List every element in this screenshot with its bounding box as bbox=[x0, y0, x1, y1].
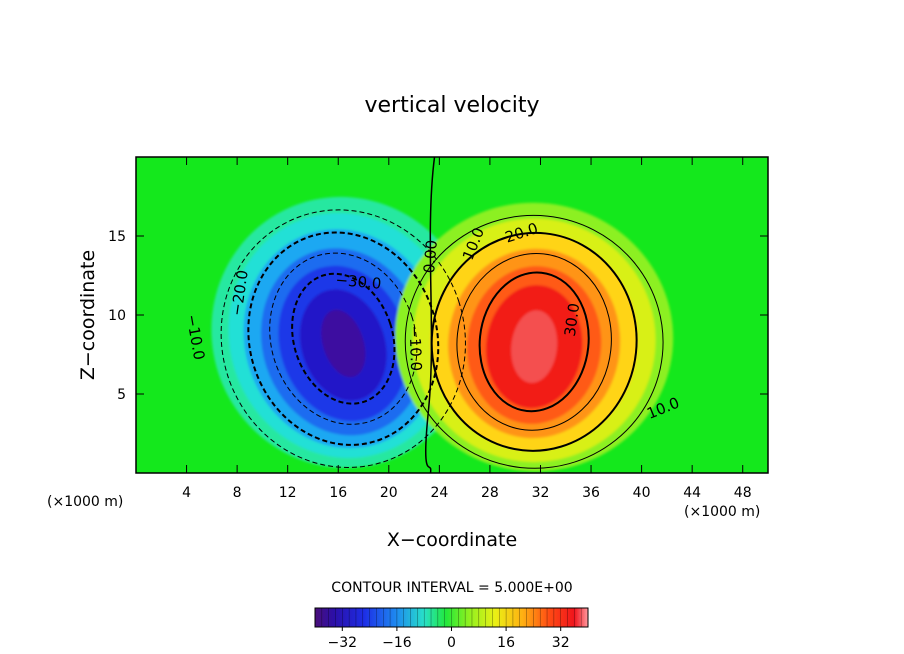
y-tick-label-15: 15 bbox=[108, 229, 126, 245]
x-tick-label-16: 16 bbox=[329, 485, 347, 501]
pos-band-7 bbox=[511, 310, 558, 383]
pos-contour-3 bbox=[456, 252, 612, 431]
contour-interval-text: CONTOUR INTERVAL = 5.000E+00 bbox=[331, 580, 572, 596]
neg-contour-3 bbox=[269, 252, 418, 425]
contour-label-8: 30.0 bbox=[561, 302, 583, 338]
x-axis-ticks: 4 8 12 16 20 24 28 32 36 40 44 48 bbox=[182, 157, 752, 501]
velocity-fill bbox=[211, 196, 674, 472]
pos-contour-1 bbox=[404, 214, 664, 469]
contour-label-4: −10.0 bbox=[406, 325, 426, 372]
colorbar-tick-label-1: −32 bbox=[328, 635, 358, 651]
colorbar-tick-label-2: −16 bbox=[382, 635, 412, 651]
plot-area: −30.0−20.0−10.0 −10.00.00 10.0 20.030.010.0… bbox=[108, 156, 769, 501]
zero-contour bbox=[424, 157, 436, 473]
contour-label-1: −30.0 bbox=[335, 271, 382, 293]
pos-contour-4 bbox=[478, 271, 590, 413]
x-axis-label: X−coordinate bbox=[387, 529, 517, 551]
x-tick-label-40: 40 bbox=[633, 485, 651, 501]
x-tick-label-4: 4 bbox=[182, 485, 191, 501]
x-tick-label-12: 12 bbox=[279, 485, 297, 501]
y-tick-label-5: 5 bbox=[117, 387, 126, 403]
contour-label-5: 0.00 bbox=[420, 239, 441, 274]
y-tick-label-10: 10 bbox=[108, 308, 126, 324]
chart-title: vertical velocity bbox=[364, 93, 539, 118]
x-tick-label-44: 44 bbox=[683, 485, 701, 501]
x-tick-label-36: 36 bbox=[582, 485, 600, 501]
neg-band-7 bbox=[321, 309, 366, 378]
colorbar: −32 −16 0 16 32 bbox=[314, 607, 589, 651]
colorbar-segments bbox=[321, 608, 582, 627]
y-axis-label: Z−coordinate bbox=[77, 250, 99, 380]
x-unit-right: (×1000 m) bbox=[684, 504, 760, 520]
colorbar-tick-label-4: 16 bbox=[497, 635, 515, 651]
y-axis-ticks: 5 10 15 bbox=[108, 229, 768, 403]
colorbar-tick-label-5: 32 bbox=[552, 635, 570, 651]
x-tick-label-48: 48 bbox=[734, 485, 752, 501]
pos-contour-2 bbox=[430, 231, 638, 452]
colorbar-tick-label-3: 0 bbox=[447, 635, 456, 651]
neg-contour-1 bbox=[220, 209, 466, 468]
x-tick-label-8: 8 bbox=[233, 485, 242, 501]
contour-lines bbox=[220, 157, 664, 473]
x-tick-label-32: 32 bbox=[532, 485, 550, 501]
x-tick-label-24: 24 bbox=[430, 485, 448, 501]
x-unit-left: (×1000 m) bbox=[47, 494, 123, 510]
colorbar-ticks: −32 −16 0 16 32 bbox=[328, 627, 570, 651]
x-tick-label-28: 28 bbox=[481, 485, 499, 501]
x-tick-label-20: 20 bbox=[380, 485, 398, 501]
neg-contour-4 bbox=[291, 272, 396, 405]
neg-contour-2 bbox=[247, 231, 440, 446]
